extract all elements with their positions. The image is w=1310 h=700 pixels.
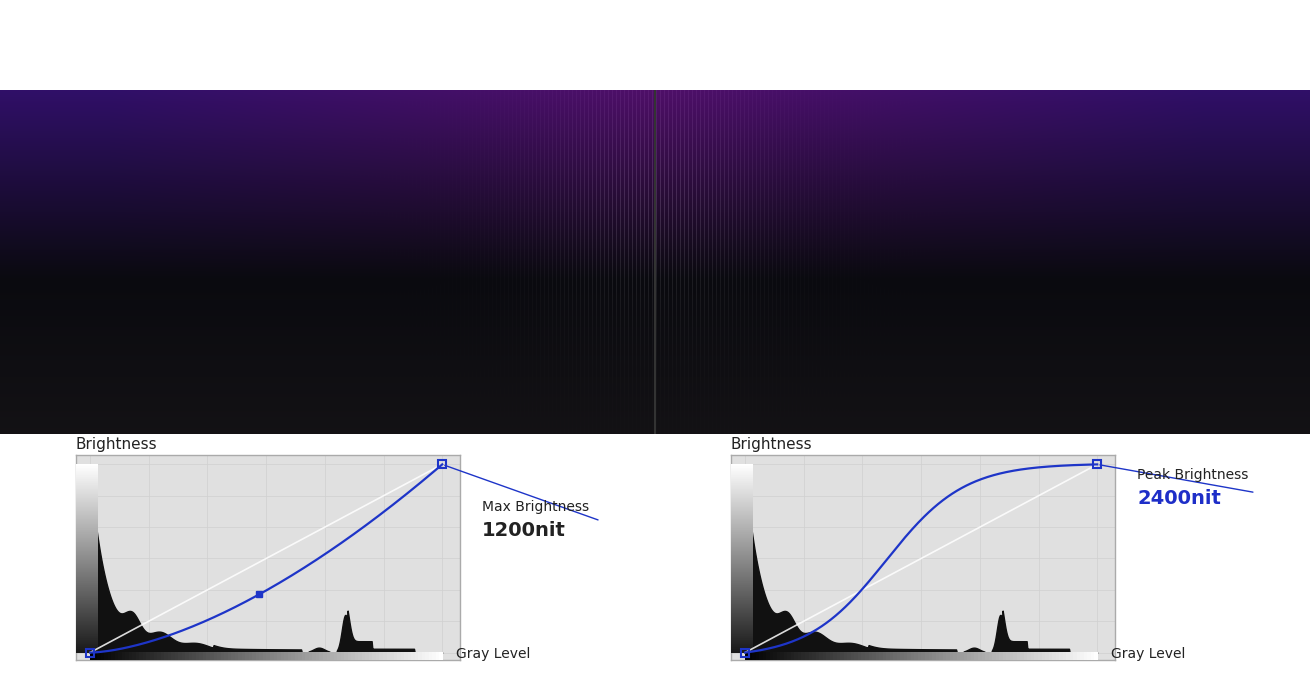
Text: Brightness: Brightness [76,438,157,452]
Text: Samsung IF-D Series: Samsung IF-D Series [815,31,1154,59]
Text: Peak Brightness: Peak Brightness [1137,468,1248,482]
Text: Max Brightness: Max Brightness [482,500,590,514]
Text: Gray Level: Gray Level [456,647,531,661]
Text: Brightness: Brightness [731,438,812,452]
Text: 1200nit: 1200nit [482,521,566,540]
Text: Gray Level: Gray Level [1111,647,1186,661]
Text: 2400nit: 2400nit [1137,489,1221,508]
Text: Conventional LED Display: Conventional LED Display [119,31,540,59]
